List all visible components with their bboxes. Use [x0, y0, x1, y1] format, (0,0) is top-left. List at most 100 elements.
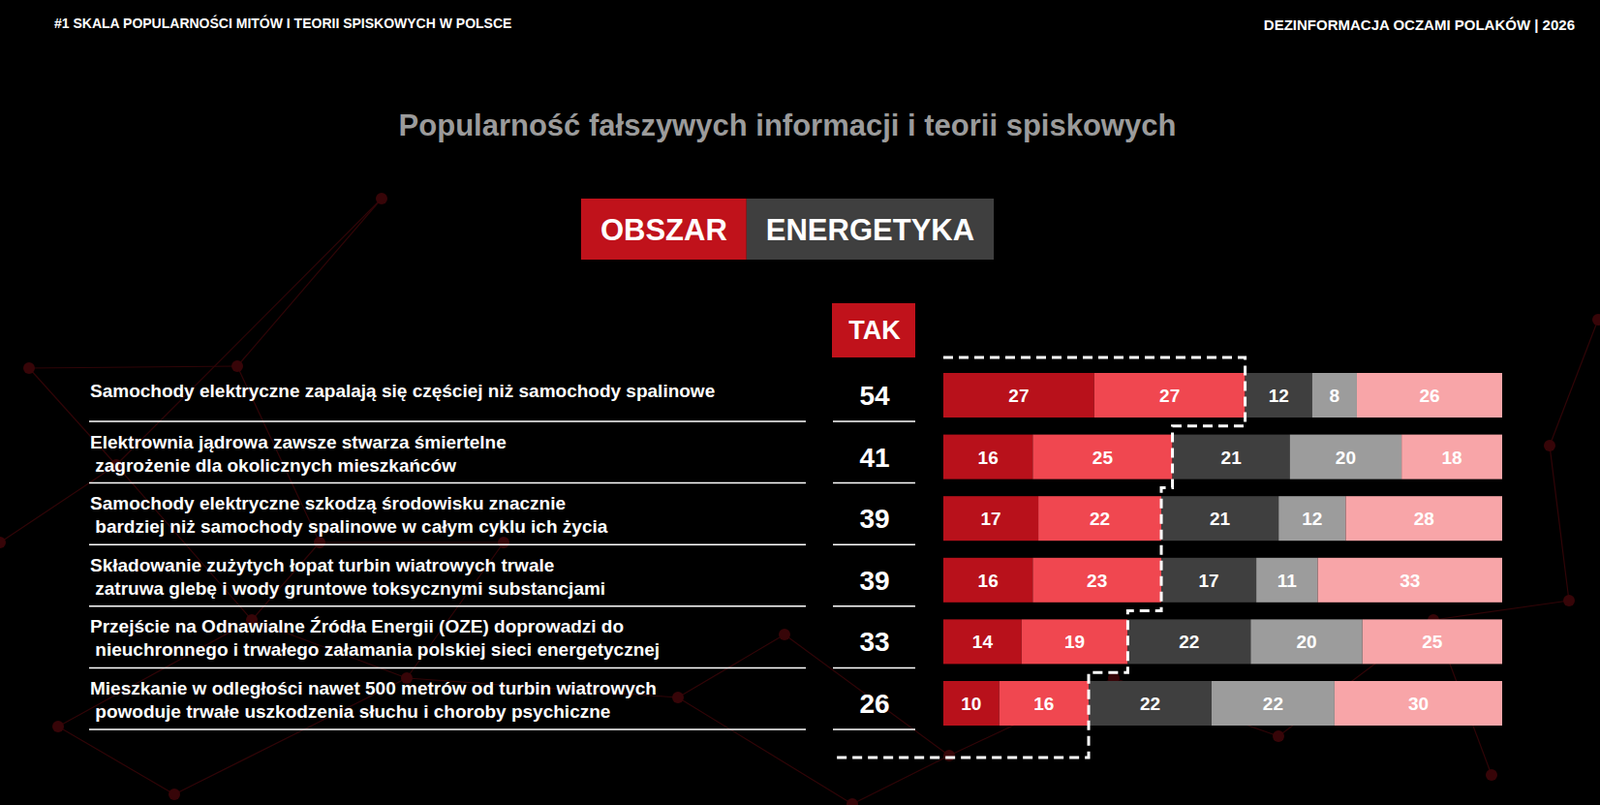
- data-label: 11: [1277, 570, 1298, 591]
- decor-line: [1549, 319, 1599, 446]
- total-value: 39: [859, 503, 890, 534]
- total-value: 33: [859, 626, 890, 657]
- header-right: DEZINFORMACJA OCZAMI POLAKÓW | 2026: [1263, 16, 1575, 33]
- bar-segment: [1094, 372, 1246, 418]
- data-labels: 2727128261625212018172221122816231711331…: [960, 385, 1462, 714]
- decor-dot: [1543, 439, 1556, 452]
- total-value: 54: [859, 380, 891, 411]
- category-label-line: nieuchronnego i trwałego załamania polsk…: [90, 639, 660, 660]
- bar-segment: [1161, 495, 1279, 541]
- category-label: Elektrownia jądrowa zawsze stwarza śmier…: [90, 431, 507, 476]
- data-label: 20: [1295, 631, 1317, 652]
- bar-segment: [1312, 372, 1357, 418]
- row-separator: [89, 728, 806, 731]
- data-label: 22: [1262, 693, 1284, 714]
- data-label: 21: [1209, 508, 1231, 529]
- bar-segment: [943, 372, 1095, 418]
- bar-segment: [1290, 434, 1402, 480]
- category-label-line: zagrożenie dla okolicznych mieszkańców: [90, 455, 457, 476]
- category-label-line: Składowanie zużytych łopat turbin wiatro…: [90, 554, 554, 576]
- bar-segment: [1172, 434, 1291, 480]
- bar-segment: [943, 618, 1022, 664]
- decor-line: [237, 198, 382, 367]
- row-separator: [832, 728, 916, 731]
- category-label: Mieszkanie w odległości nawet 500 metrów…: [90, 677, 657, 722]
- data-label: 27: [1008, 385, 1029, 406]
- decor-dot: [497, 536, 510, 549]
- row-separator: [89, 605, 806, 608]
- row-separator: [89, 667, 806, 670]
- total-header: TAK: [848, 315, 901, 345]
- data-label: 17: [980, 508, 1001, 529]
- row-separator: [832, 482, 916, 485]
- bar-segment: [1401, 434, 1503, 480]
- decor-dot: [168, 788, 181, 800]
- bar-segment: [999, 680, 1089, 726]
- bar-segment: [943, 434, 1033, 480]
- decor-dot: [313, 536, 326, 549]
- bar-segment: [1362, 618, 1503, 664]
- row-separator: [832, 605, 916, 608]
- data-label: 21: [1221, 447, 1243, 468]
- data-label: 27: [1159, 385, 1180, 406]
- data-label: 20: [1335, 447, 1356, 468]
- decor-dot: [1592, 313, 1600, 326]
- decor-line: [677, 634, 785, 698]
- decor-dot: [778, 628, 791, 641]
- decor-line: [116, 198, 382, 465]
- data-label: 22: [1089, 508, 1110, 529]
- data-label: 23: [1086, 570, 1108, 591]
- bar-segment: [1032, 434, 1172, 480]
- bar-segment: [1127, 618, 1251, 664]
- bar-segment: [943, 495, 1039, 541]
- decor-dot: [0, 536, 6, 549]
- data-label: 25: [1092, 447, 1114, 468]
- data-label: 22: [1139, 693, 1161, 714]
- badge-label: OBSZAR: [600, 213, 728, 247]
- data-label: 25: [1421, 631, 1444, 652]
- decor-line: [677, 697, 853, 804]
- decor-line: [58, 726, 175, 795]
- decor-dot: [23, 362, 35, 374]
- decor-line: [852, 755, 950, 804]
- badge-value: ENERGETYKA: [766, 213, 975, 247]
- bar-segment: [1088, 680, 1212, 726]
- category-label-line: Przejście na Odnawialne Źródła Energii (…: [90, 615, 624, 637]
- data-label: 10: [960, 693, 982, 714]
- bar-segment: [943, 557, 1033, 603]
- data-label: 26: [1418, 385, 1440, 406]
- category-label-line: Elektrownia jądrowa zawsze stwarza śmier…: [90, 431, 507, 453]
- category-label-line: Mieszkanie w odległości nawet 500 metrów…: [90, 677, 657, 699]
- data-label: 30: [1408, 693, 1429, 714]
- bar-segment: [1038, 495, 1162, 541]
- badge-label-box: [581, 198, 747, 260]
- data-label: 8: [1329, 385, 1341, 406]
- bar-segment: [1021, 618, 1129, 664]
- decor-dot: [52, 720, 64, 733]
- bar-segment: [1250, 618, 1362, 664]
- decor-line: [319, 541, 504, 543]
- bar-segment: [1345, 495, 1503, 541]
- bar-segment: [1256, 557, 1318, 603]
- category-label-line: Samochody elektryczne szkodzą środowisku…: [90, 492, 566, 514]
- row-separator: [89, 482, 806, 485]
- category-label-line: bardziej niż samochody spalinowe w całym…: [90, 516, 609, 537]
- row-separator: [89, 543, 806, 546]
- bar-segment: [1161, 557, 1257, 603]
- data-label: 12: [1268, 385, 1290, 406]
- data-label: 33: [1399, 570, 1420, 591]
- total-header-box: [831, 303, 916, 358]
- badge-value-box: [746, 198, 994, 260]
- decor-dot: [1485, 769, 1498, 781]
- data-label: 28: [1414, 508, 1435, 529]
- data-label: 18: [1441, 447, 1462, 468]
- data-label: 14: [972, 631, 994, 652]
- title: Popularność fałszywych informacji i teor…: [399, 108, 1177, 143]
- bar-segment: [1245, 372, 1313, 418]
- bar-segment: [1318, 557, 1503, 603]
- tak-outline: [832, 357, 1246, 758]
- decor-dot: [231, 360, 244, 372]
- category-label: Samochody elektryczne szkodzą środowisku…: [90, 492, 609, 537]
- category-label: Samochody elektryczne zapalają się częśc…: [90, 380, 715, 401]
- row-separator: [832, 543, 916, 546]
